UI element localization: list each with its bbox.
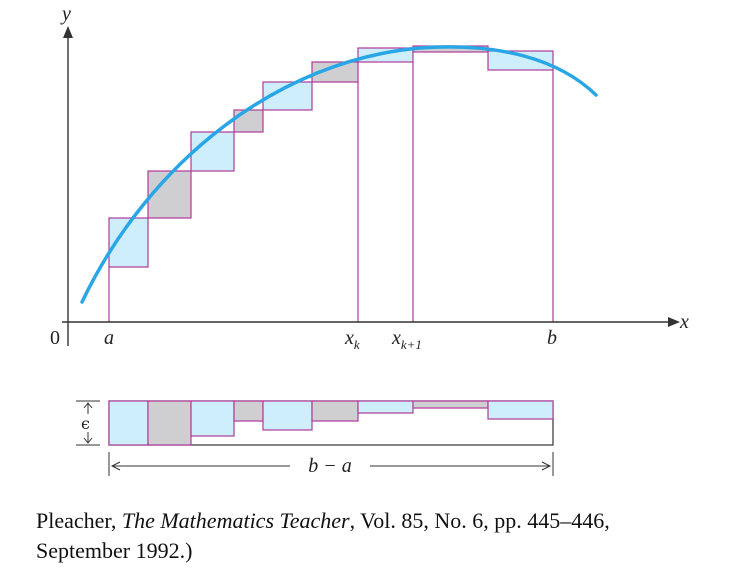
sum-difference-rectangles (108, 45, 554, 268)
width-arrow-right-icon (541, 461, 552, 471)
epsilon-label: ϵ (81, 414, 90, 433)
strip-rect-7 (357, 400, 414, 414)
caption-suffix: , Vol. 85, No. 6, pp. 445–446, (349, 508, 610, 533)
function-curve (80, 45, 598, 304)
strip-rect-4 (233, 400, 264, 422)
origin-label: 0 (50, 327, 60, 349)
x-axis-label: x (679, 311, 689, 333)
xk1-label: xk+1 (391, 327, 422, 352)
y-axis-arrow-icon (63, 26, 73, 38)
xk-label: xk (344, 327, 360, 352)
difference-strip (108, 400, 554, 446)
xk1-label-sub: k+1 (401, 337, 422, 352)
width-marker: b − a (108, 452, 554, 477)
diff-rect-9 (487, 50, 554, 71)
epsilon-arrow-down-icon (83, 437, 93, 444)
strip-rect-8 (412, 400, 489, 409)
a-label: a (104, 327, 114, 349)
strip-rect-5 (262, 400, 313, 431)
epsilon-arrow-up-icon (83, 402, 93, 409)
caption-journal: The Mathematics Teacher (121, 508, 350, 533)
xk-label-sub: k (354, 337, 360, 352)
diff-rect-2 (147, 170, 192, 219)
epsilon-marker: ϵ (76, 400, 100, 446)
strip-rect-6 (311, 400, 359, 422)
caption-prefix: Pleacher, (36, 508, 122, 533)
riemann-sum-diagram: y x 0 a xk xk+1 b ϵ b − a (50, 3, 689, 477)
width-arrow-left-icon (110, 461, 121, 471)
diff-rect-3 (190, 131, 235, 172)
strip-rect-3 (190, 400, 235, 437)
strip-rect-2 (147, 400, 192, 446)
y-axis-label: y (60, 3, 71, 25)
strip-rect-1 (108, 400, 149, 446)
caption-line2: September 1992.) (36, 538, 193, 563)
xk1-label-base: x (391, 327, 401, 349)
b-label: b (547, 327, 557, 349)
figure-caption: Pleacher, The Mathematics Teacher, Vol. … (36, 506, 726, 566)
axes (62, 26, 680, 346)
width-label: b − a (308, 455, 352, 477)
strip-rect-9 (487, 400, 554, 420)
diff-rect-6 (311, 61, 359, 83)
xk-label-base: x (344, 327, 354, 349)
x-axis-arrow-icon (668, 317, 680, 327)
guide-lines (108, 62, 554, 322)
diff-rect-4 (233, 109, 264, 133)
